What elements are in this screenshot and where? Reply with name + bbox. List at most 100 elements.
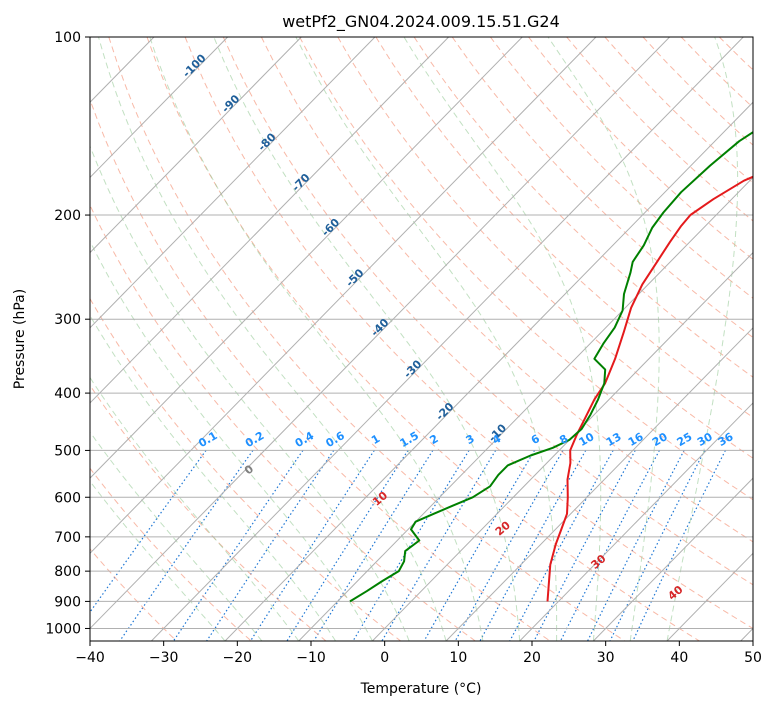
- moist-adiabat-label: 30: [588, 552, 608, 572]
- x-tick-label: 20: [523, 650, 541, 666]
- moist-adiabat-line: [90, 240, 373, 641]
- y-axis-ticks: 100 200 300 400 500 600 700 800 900 1000: [45, 30, 90, 637]
- moist-adiabat-line: [403, 37, 602, 641]
- y-tick-label: 300: [54, 312, 81, 328]
- mixing-ratio-line: [454, 450, 564, 641]
- moist-adiabat-line: [149, 37, 484, 641]
- isotherm-line: [90, 37, 670, 630]
- dewpoint-profile-line: [349, 131, 753, 603]
- moist-adiabat-line: [90, 314, 337, 641]
- dry-adiabat-label: -70: [289, 171, 312, 194]
- moist-adiabat-line: [98, 37, 447, 641]
- mixing-ratio-line: [119, 450, 254, 641]
- moist-adiabat-line: [547, 37, 660, 641]
- moist-adiabat-label: 10: [370, 489, 390, 509]
- dry-adiabat-line: [90, 204, 476, 641]
- dry-adiabat-line: [260, 37, 753, 543]
- mixing-ratio-label: 30: [695, 430, 715, 449]
- mixing-ratio-label: 10: [577, 430, 597, 449]
- isotherm-line: [90, 37, 302, 254]
- isotherm-line: [740, 627, 753, 641]
- dry-adiabat-line: [108, 37, 625, 641]
- mixing-ratio-label: 3: [464, 432, 477, 447]
- dry-adiabat-label: -80: [255, 130, 278, 153]
- moist-adiabat-line: [295, 37, 558, 641]
- plot-frame: [89, 36, 754, 642]
- mixing-ratio-line: [172, 450, 304, 641]
- mixing-ratio-label: 0.6: [324, 429, 348, 450]
- moist-adiabat-line: [90, 144, 410, 641]
- isotherm-line: [90, 37, 597, 555]
- dry-adiabat-line: [604, 37, 753, 184]
- isotherm-line: [90, 37, 228, 179]
- dry-adiabat-line: [566, 37, 753, 222]
- y-tick-label: 500: [54, 443, 81, 459]
- y-tick-label: 600: [54, 490, 81, 506]
- moist-adiabat-label: 20: [493, 518, 513, 538]
- chart-title: wetPf2_GN04.2024.009.15.51.G24: [282, 12, 560, 32]
- dry-adiabat-line: [146, 37, 700, 641]
- isotherm-line: [90, 37, 449, 404]
- dry-adiabat-label: -100: [180, 51, 209, 80]
- x-tick-label: 0: [380, 650, 389, 666]
- mixing-ratio-label: 2: [428, 432, 441, 447]
- x-axis-ticks: −40 −30 −20 −10 0 10 20 30 40 50: [75, 641, 762, 666]
- x-tick-label: 30: [597, 650, 615, 666]
- isotherm-line: [372, 251, 753, 641]
- x-tick-label: 50: [744, 650, 762, 666]
- x-axis-title: Temperature (°C): [360, 681, 482, 697]
- isotherm-line: [666, 552, 753, 641]
- mixing-ratio-label: 13: [604, 430, 624, 449]
- dry-adiabat-line: [758, 37, 775, 641]
- x-tick-label: −20: [223, 650, 253, 666]
- y-tick-label: 700: [54, 530, 81, 546]
- moist-adiabat-line: [90, 431, 263, 641]
- y-tick-label: 400: [54, 386, 81, 402]
- temperature-profile-line: [546, 175, 753, 602]
- dry-adiabat-line: [90, 467, 252, 641]
- y-tick-label: 100: [54, 30, 81, 46]
- x-tick-label: 40: [670, 650, 688, 666]
- dry-adiabat-line: [90, 548, 177, 641]
- dry-adiabat-line: [184, 37, 753, 630]
- dry-adiabat-line: [490, 37, 753, 299]
- dry-adiabat-line: [451, 37, 753, 339]
- isotherm-line: [90, 37, 376, 329]
- y-tick-label: 200: [54, 208, 81, 224]
- dry-adiabat-label: -90: [219, 92, 242, 115]
- dry-adiabat-label: -60: [319, 216, 342, 239]
- mixing-ratio-line: [423, 450, 536, 641]
- mixing-ratio-line: [533, 450, 636, 641]
- grid-lines: [90, 37, 753, 641]
- mixing-ratio-line: [206, 450, 335, 641]
- mixing-ratio-line: [313, 450, 434, 641]
- moist-adiabat-line: [90, 480, 226, 641]
- mixing-ratio-label: 25: [675, 430, 695, 449]
- dry-adiabat-line: [642, 37, 753, 146]
- x-tick-label: 10: [449, 650, 467, 666]
- moist-adiabat-label: 0: [242, 462, 256, 477]
- mixing-ratio-label: 20: [650, 430, 670, 449]
- moist-adiabat-label: 40: [665, 583, 685, 603]
- y-tick-label: 800: [54, 564, 81, 580]
- isotherm-line: [151, 37, 744, 641]
- mixing-ratio-label: 0.2: [243, 429, 266, 450]
- mixing-ratio-line: [587, 450, 685, 641]
- y-axis-title: Pressure (hPa): [12, 289, 28, 389]
- moist-adiabat-line: [666, 37, 739, 641]
- mixing-ratio-label: 0.4: [293, 429, 317, 450]
- dry-adiabat-line: [337, 37, 753, 459]
- dry-adiabat-line: [299, 37, 753, 501]
- mixing-ratio-label: 16: [626, 430, 646, 449]
- dry-adiabat-label: -20: [433, 400, 456, 423]
- x-tick-label: −40: [75, 650, 105, 666]
- mixing-ratio-line: [352, 450, 470, 641]
- mixing-ratio-line: [286, 450, 409, 641]
- mixing-ratio-line: [381, 450, 497, 641]
- isotherm-line: [445, 327, 753, 641]
- dry-adiabat-line: [90, 97, 551, 641]
- dry-adiabat-label: -50: [343, 266, 366, 289]
- dry-adiabat-line: [222, 37, 753, 586]
- series-layer: [349, 131, 753, 603]
